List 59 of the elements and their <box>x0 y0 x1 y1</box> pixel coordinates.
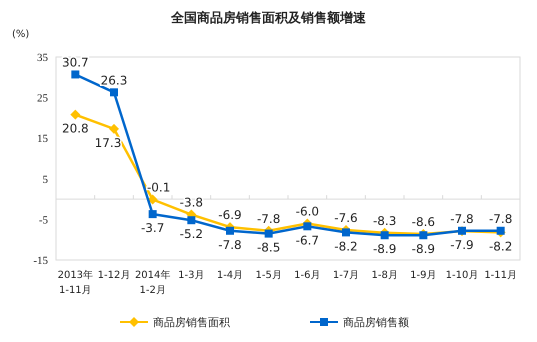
x-tick-label: 1-7月 <box>332 270 360 281</box>
data-label: -6.0 <box>296 204 320 218</box>
data-label: -7.9 <box>450 238 474 252</box>
data-label: -7.6 <box>334 210 358 225</box>
data-label: -8.2 <box>334 239 358 254</box>
data-label: 20.8 <box>62 122 89 136</box>
x-tick-label: 2014年 1-2月 <box>134 269 170 296</box>
point <box>226 226 234 235</box>
x-tick-label: 1-5月 <box>255 270 282 281</box>
legend-label: 商品房销售额 <box>343 316 409 329</box>
point <box>380 231 389 240</box>
y-tick-label: 15 <box>37 133 48 146</box>
data-label: -7.8 <box>218 238 242 252</box>
data-label: -3.7 <box>140 221 164 236</box>
y-tick-label: 25 <box>37 92 48 105</box>
x-tick-label: 1-10月 <box>446 270 478 281</box>
data-label: -0.1 <box>146 180 170 195</box>
data-label: -8.6 <box>412 215 436 230</box>
point <box>70 110 80 120</box>
data-label: -6.9 <box>218 208 242 222</box>
point <box>71 70 80 78</box>
data-label: -7.8 <box>488 212 512 226</box>
legend-label: 商品房销售面积 <box>153 316 230 329</box>
data-label: -7.8 <box>256 212 280 226</box>
point <box>187 216 196 224</box>
point <box>148 210 157 218</box>
x-tick-label: 1-6月 <box>294 270 321 281</box>
data-label: -8.2 <box>488 239 512 254</box>
data-label: -8.9 <box>372 242 396 256</box>
data-label: 30.7 <box>62 55 89 70</box>
data-label: -6.7 <box>296 233 320 248</box>
data-label: 26.3 <box>100 73 128 88</box>
data-label: -8.3 <box>372 214 396 228</box>
data-label: 17.3 <box>94 136 122 150</box>
data-label: -8.5 <box>256 240 280 255</box>
data-label: -7.8 <box>450 212 474 226</box>
y-axis-title: (%) <box>12 29 30 40</box>
y-tick-label: 5 <box>42 174 48 186</box>
point <box>148 194 158 205</box>
point <box>264 230 273 238</box>
y-tick-label: -5 <box>38 214 48 226</box>
x-tick-label: 1-4月 <box>216 270 244 281</box>
data-label: -3.8 <box>180 196 204 210</box>
x-tick-label: 1-9月 <box>410 270 437 281</box>
x-tick-label: 1-3月 <box>178 270 205 281</box>
x-tick-label: 1-12月 <box>98 270 130 281</box>
y-tick-label: -15 <box>33 255 48 267</box>
data-label: -5.2 <box>180 227 204 242</box>
chart-title: 全国商品房销售面积及销售额增速 <box>170 10 367 26</box>
x-tick-label: 1-11月 <box>484 270 518 281</box>
point <box>109 124 119 134</box>
point <box>110 88 118 96</box>
point <box>342 228 350 236</box>
data-label: -8.9 <box>412 242 436 256</box>
x-tick-label: 1-8月 <box>371 270 398 281</box>
point <box>303 222 312 230</box>
point <box>496 226 505 235</box>
y-tick-label: 35 <box>37 52 48 64</box>
x-tick-label: 2013年 1-11月 <box>58 269 94 296</box>
